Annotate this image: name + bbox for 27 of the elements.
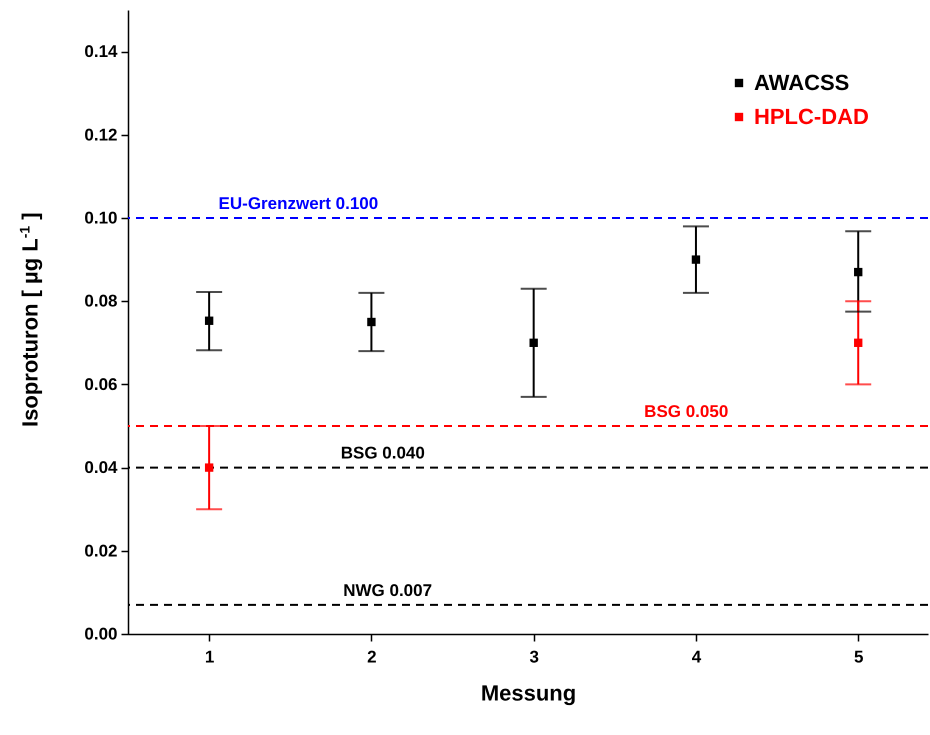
ref-line-label: NWG 0.007: [343, 580, 432, 600]
legend-label: AWACSS: [754, 70, 850, 95]
y-tick-label: 0.12: [84, 125, 118, 144]
x-axis-title: Messung: [480, 680, 576, 706]
point: [529, 338, 538, 347]
point: [854, 338, 862, 347]
y-tick-label: 0.08: [84, 292, 118, 311]
y-tick-label: 0.04: [84, 458, 118, 478]
point: [367, 318, 376, 326]
point: [854, 268, 862, 276]
y-tick-label: 0.00: [84, 624, 118, 644]
x-tick-label: 4: [692, 648, 702, 666]
point: [692, 255, 700, 264]
y-tick-label: 0.10: [84, 208, 118, 228]
x-tick-label: 3: [529, 648, 539, 666]
y-tick-label: 0.14: [84, 42, 118, 62]
point: [204, 316, 214, 325]
y-tick-label: 0.02: [84, 541, 118, 560]
x-tick-label: 1: [204, 648, 214, 666]
x-tick-label: 2: [367, 648, 377, 666]
point: [204, 463, 214, 472]
ref-line-label: BSG 0.050: [644, 402, 728, 421]
legend-label: HPLC-DAD: [754, 104, 869, 129]
ref-line-label: EU-Grenzwert 0.100: [218, 194, 378, 213]
x-tick-label: 5: [854, 648, 864, 666]
ref-line-label: BSG 0.040: [340, 444, 425, 463]
y-tick-label: 0.06: [84, 374, 118, 394]
